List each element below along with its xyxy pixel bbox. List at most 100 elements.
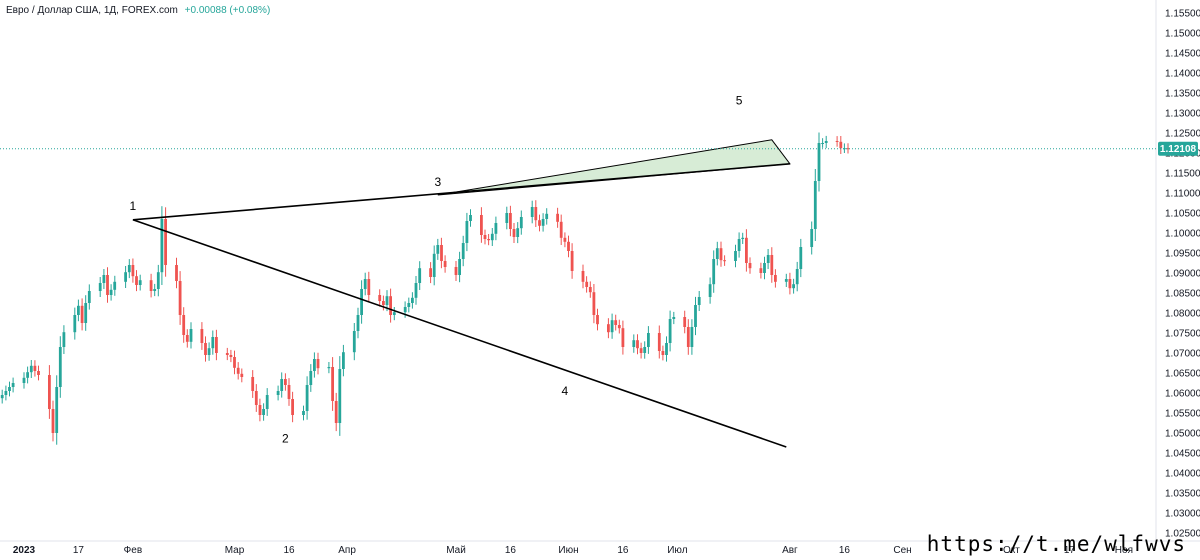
y-tick-label: 1.03500 <box>1165 489 1200 500</box>
candle-body <box>58 347 62 387</box>
candle <box>741 232 745 244</box>
price-axis[interactable]: 1.02500 1.03000 1.03500 1.04000 1.04500 1.050… <box>1165 9 1200 540</box>
candle <box>465 212 469 252</box>
candle <box>149 273 153 298</box>
y-tick-label: 1.03000 <box>1165 509 1200 520</box>
candle <box>690 319 694 355</box>
candle-body <box>225 353 229 355</box>
y-tick-label: 1.04500 <box>1165 449 1200 460</box>
candle <box>262 403 265 421</box>
candle-body <box>385 296 389 305</box>
candle-body <box>672 317 676 319</box>
candle-body <box>51 409 55 433</box>
candle-body <box>741 237 745 239</box>
candle-body <box>338 369 342 423</box>
candle <box>313 352 316 378</box>
candle <box>672 311 676 325</box>
candle-body <box>784 279 788 282</box>
current-price-label: 1.12108 <box>1160 144 1197 155</box>
candle <box>632 334 636 353</box>
candle-body <box>251 377 255 391</box>
candle <box>708 277 712 304</box>
candle <box>712 250 716 293</box>
candle <box>411 292 414 309</box>
candle-body <box>632 340 636 347</box>
triangle-pattern <box>437 139 791 196</box>
candle <box>4 385 8 401</box>
candle-body <box>799 247 803 269</box>
candle <box>407 297 411 313</box>
candle <box>795 261 799 292</box>
candle <box>342 344 345 377</box>
time-axis[interactable]: 2023 17 Фев Мар 16 Апр Май 16 Июн 16 Июл Авг 16 Сен Ок… <box>13 545 1133 556</box>
candle <box>559 214 563 245</box>
candle <box>585 276 589 293</box>
candle-body <box>745 237 748 263</box>
candle-body <box>109 289 113 295</box>
candle <box>156 264 160 297</box>
candle <box>309 364 313 392</box>
candle-body <box>461 243 465 259</box>
candle-body <box>585 281 589 287</box>
candle <box>715 241 719 266</box>
candle <box>454 261 458 281</box>
candle <box>567 235 570 258</box>
candle <box>617 319 621 334</box>
candle-body <box>236 367 240 374</box>
candle <box>657 325 661 359</box>
candle-body <box>418 268 422 283</box>
y-tick-label: 1.10500 <box>1165 209 1200 220</box>
candle <box>843 143 846 153</box>
candle <box>131 258 135 283</box>
candle <box>327 362 331 374</box>
candle-body <box>156 272 160 289</box>
candle-body <box>570 251 574 271</box>
candle <box>494 216 498 241</box>
candle <box>748 257 752 274</box>
candle <box>33 360 37 377</box>
candle <box>0 389 4 404</box>
candle-body <box>607 324 610 333</box>
candle-body <box>113 281 117 290</box>
y-tick-label: 1.13500 <box>1165 89 1200 100</box>
candle <box>545 208 549 225</box>
candle-body <box>37 371 40 375</box>
candle-body <box>127 265 131 273</box>
candle-body <box>795 269 799 285</box>
y-tick-label: 1.05500 <box>1165 409 1200 420</box>
x-tick-label: Авг <box>782 545 798 556</box>
candle-body <box>813 181 817 229</box>
candle <box>153 283 157 297</box>
candle <box>160 206 164 285</box>
candle <box>331 357 334 411</box>
candle <box>737 232 741 258</box>
telegram-watermark: https://t.me/wlfwvs <box>926 532 1186 556</box>
candle <box>636 334 639 355</box>
candle-body <box>316 359 320 369</box>
candle-body <box>276 391 280 395</box>
candle <box>487 234 490 246</box>
candle <box>846 143 850 154</box>
candle-body <box>313 359 316 371</box>
candle <box>138 274 142 291</box>
candle <box>614 314 618 331</box>
candle-body <box>596 315 599 325</box>
x-tick-label: 2023 <box>13 545 36 556</box>
y-tick-label: 1.13000 <box>1165 109 1200 120</box>
candle-body <box>592 292 596 315</box>
candle-body <box>512 229 516 237</box>
price-change: +0.00088 (+0.08%) <box>184 5 271 16</box>
candle-body <box>647 333 650 347</box>
candle <box>251 370 255 398</box>
candle-body <box>302 411 305 415</box>
candle <box>509 205 512 237</box>
candle-body <box>207 348 211 355</box>
candle <box>512 223 516 243</box>
y-tick-label: 1.09500 <box>1165 249 1200 260</box>
y-tick-label: 1.11500 <box>1165 169 1200 180</box>
candle <box>200 322 204 350</box>
candle <box>643 341 647 359</box>
candle <box>414 276 418 305</box>
candle-body <box>617 325 621 329</box>
